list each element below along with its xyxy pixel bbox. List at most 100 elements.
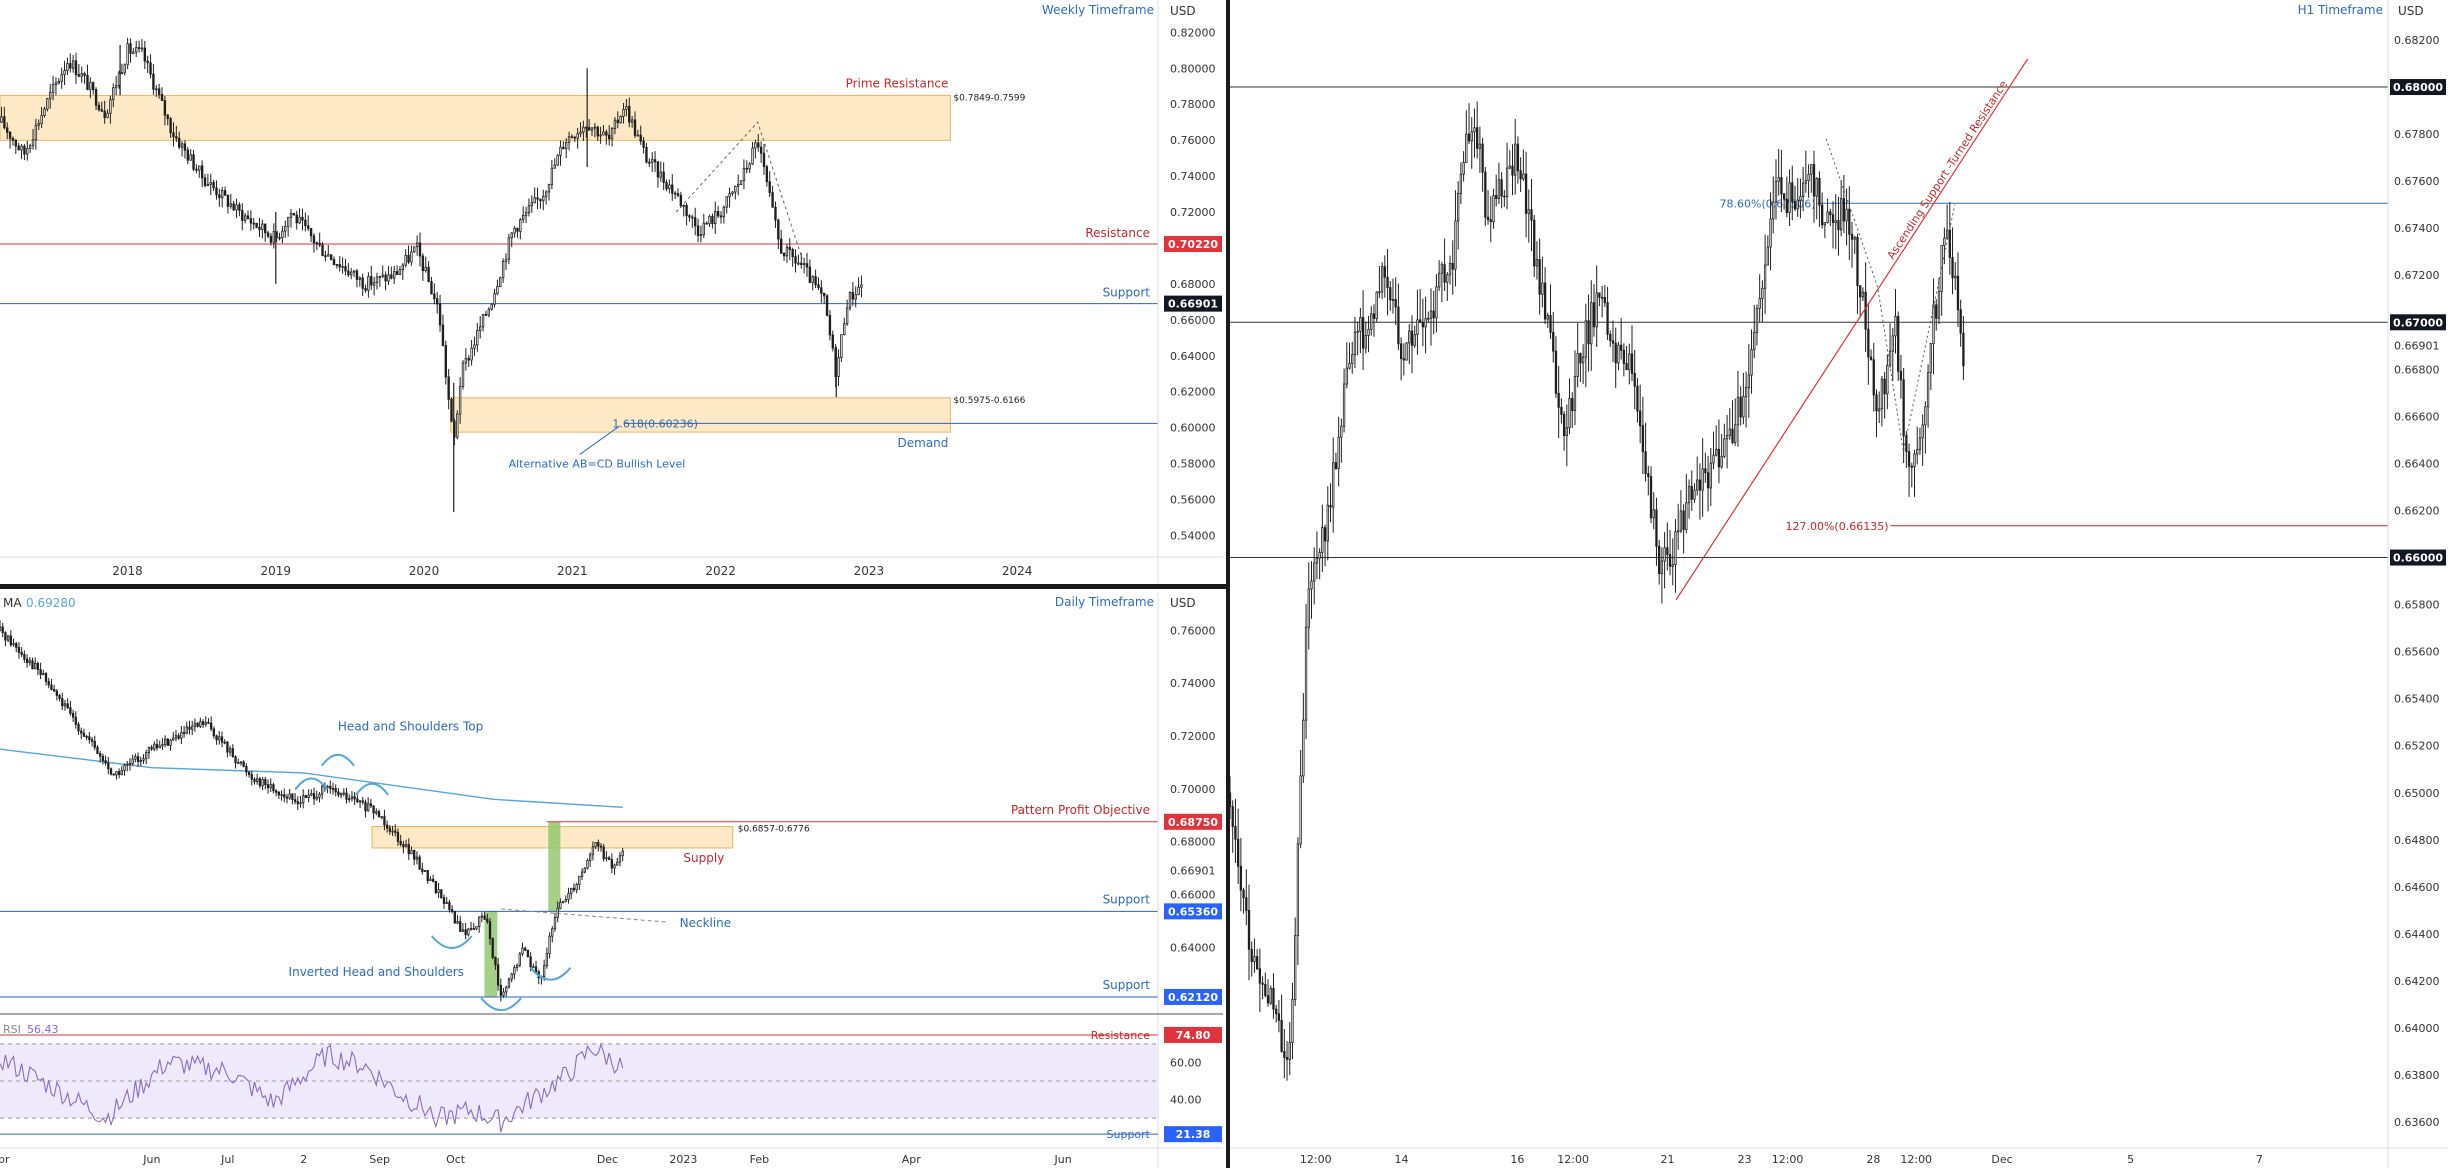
h1-candle-body	[1812, 164, 1816, 197]
weekly-candle-body	[438, 303, 442, 326]
h1-candle-body	[1734, 424, 1737, 443]
daily-candle-body	[80, 730, 83, 734]
weekly-candle-body	[831, 334, 834, 349]
weekly-candle-body	[742, 167, 746, 182]
weekly-candle-body	[186, 149, 189, 161]
h1-candle-body	[1948, 229, 1951, 258]
h1-candle-body	[1929, 343, 1932, 374]
weekly-candle-body	[103, 110, 106, 118]
weekly-candle-body	[823, 292, 826, 297]
daily-candle-body	[461, 929, 465, 932]
daily-candle-body	[548, 935, 551, 955]
daily-x-tick: Apr	[0, 1153, 10, 1166]
h1-candle-body	[1245, 897, 1248, 911]
weekly-chart-panel[interactable]: Weekly Timeframe USD $0.7849-0.7599 $0.59…	[0, 0, 1223, 583]
h1-candle-body	[1630, 353, 1634, 374]
daily-candle-body	[44, 673, 48, 682]
h1-candle-body	[1926, 372, 1930, 408]
h1-candle-body	[1739, 396, 1742, 418]
h1-candle-body	[1728, 428, 1731, 436]
weekly-candle-body	[665, 182, 668, 190]
weekly-y-tick: 0.80000	[1170, 62, 1216, 75]
weekly-candle-body	[86, 74, 89, 91]
h1-y-tick: 0.65000	[2394, 787, 2440, 800]
h1-candle-body	[1565, 427, 1568, 437]
h1-candle-body	[1603, 297, 1606, 304]
weekly-candle-body	[771, 192, 774, 208]
weekly-candle-body	[178, 137, 181, 148]
daily-candle-body	[364, 801, 367, 812]
rsi-panel[interactable]: RSI 56.43 Resistance 74.80 Support 21.38 60.…	[0, 1023, 1222, 1143]
daily-level-name: Pattern Profit Objective	[1011, 803, 1150, 817]
h1-y-tick: 0.65800	[2394, 599, 2440, 612]
h1-candle-body	[1777, 177, 1780, 182]
h1-chart-panel[interactable]: H1 Timeframe USD 78.60%(0.67506)127.00%(…	[1228, 0, 2448, 1168]
h1-y-tick: 0.65600	[2394, 646, 2440, 659]
weekly-candle-body	[77, 74, 81, 77]
weekly-candle-body	[427, 266, 430, 282]
h1-candle-body	[1709, 462, 1712, 489]
h1-candle-body	[1804, 180, 1808, 184]
weekly-candle-body	[759, 146, 763, 154]
weekly-price-tag	[1164, 295, 1222, 312]
daily-candle-body	[361, 800, 364, 803]
daily-candle-body	[559, 902, 562, 909]
daily-candle-body	[480, 915, 484, 918]
h1-candle-body	[1405, 342, 1408, 361]
h1-candle-body	[1595, 292, 1598, 328]
weekly-candle-body	[307, 225, 310, 229]
weekly-candle-body	[436, 298, 439, 305]
weekly-candle-body	[444, 345, 447, 378]
h1-candle-body	[1489, 219, 1492, 223]
rsi-line	[0, 1042, 624, 1133]
weekly-candle-body	[501, 260, 505, 279]
daily-candle-body	[491, 938, 494, 959]
weekly-candle-body	[780, 238, 783, 254]
h1-candle-body	[1639, 410, 1642, 427]
weekly-candle-body	[155, 88, 158, 91]
h1-y-tick: 0.67400	[2394, 222, 2440, 235]
h1-candle-body	[1451, 263, 1454, 270]
weekly-candle-body	[46, 98, 49, 110]
weekly-candle-body	[547, 184, 551, 193]
daily-level-name: Support	[1103, 892, 1151, 906]
h1-candle-body	[1364, 335, 1367, 349]
h1-candle-body	[1410, 330, 1414, 346]
h1-candle-body	[1313, 562, 1316, 582]
h1-title: H1 Timeframe	[2298, 3, 2383, 17]
h1-candle-body	[1500, 179, 1503, 197]
daily-candle-body	[434, 880, 438, 893]
daily-candle-body	[52, 689, 56, 692]
daily-candle-body	[356, 798, 359, 803]
weekly-candle-body	[395, 271, 399, 275]
weekly-candle-body	[106, 112, 109, 118]
daily-candle-body	[450, 909, 454, 912]
daily-candle-body	[613, 864, 616, 869]
daily-candle-body	[342, 792, 345, 795]
daily-chart-panel[interactable]: Daily Timeframe USD MA 0.69280 $0.6857-0…	[0, 592, 1223, 1168]
h1-candle-body	[1617, 344, 1620, 364]
h1-candle-body	[1397, 306, 1400, 345]
h1-candle-body	[1321, 527, 1324, 553]
h1-candle-body	[1867, 328, 1870, 358]
daily-candle-body	[207, 722, 210, 724]
weekly-candle-body	[496, 286, 499, 294]
daily-candle-body	[12, 643, 15, 646]
h1-candle-body	[1725, 435, 1729, 440]
h1-candle-body	[1283, 1051, 1286, 1058]
h1-candle-body	[1275, 1008, 1278, 1015]
daily-candle-body	[101, 755, 105, 762]
h1-candle-body	[1924, 406, 1927, 426]
h1-candle-body	[1644, 451, 1647, 475]
daily-x-tick: Oct	[446, 1153, 466, 1166]
h1-candle-body	[1571, 398, 1574, 411]
h1-candle-body	[1239, 865, 1243, 891]
weekly-candle-body	[364, 287, 367, 291]
weekly-candle-body	[157, 88, 161, 95]
h1-candle-body	[1353, 331, 1357, 356]
h1-candle-body	[1573, 376, 1577, 411]
h1-y-tick: 0.64400	[2394, 928, 2440, 941]
daily-candle-body	[163, 738, 167, 745]
daily-candle-body	[237, 762, 240, 765]
daily-candle-body	[247, 771, 251, 775]
